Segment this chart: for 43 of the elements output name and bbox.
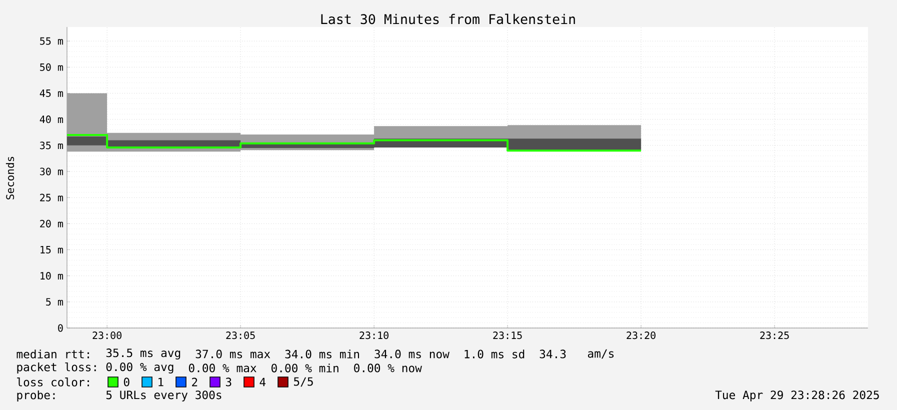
y-tick-label: 50 m (40, 63, 63, 71)
text: packet loss: (17, 362, 96, 374)
y-tick-label: 35 m (40, 142, 63, 150)
text: 37.0 ms max (196, 350, 270, 358)
y-tick-label: 0 (58, 324, 63, 332)
legend-label: 4 (260, 378, 266, 386)
text: median rtt: (16, 350, 89, 358)
x-tick-label: 23:25 (760, 332, 789, 340)
y-tick-label: 25 m (40, 194, 63, 202)
text: 0.00 % now (354, 364, 422, 372)
text: 34.3 (540, 350, 566, 358)
x-tick-label: 23:15 (493, 332, 522, 340)
y-tick-label: 55 m (40, 37, 63, 45)
text: probe: (17, 390, 55, 402)
legend-label: 2 (192, 378, 198, 386)
legend-label: 1 (158, 378, 164, 386)
chart-title: Last 30 Minutes from Falkenstein (321, 14, 575, 24)
text: 34.0 ms now (374, 350, 450, 358)
y-tick-label: 5 m (46, 298, 63, 306)
text: Tue Apr 29 23:28:26 2025 (715, 390, 879, 402)
text: 34.0 ms min (285, 350, 359, 358)
legend-label: 0 (124, 378, 130, 386)
text: 5 URLs every 300s (106, 390, 222, 402)
y-tick-label: 45 m (40, 90, 63, 97)
y-axis-title: Seconds (6, 156, 14, 200)
x-tick-label: 23:10 (360, 332, 388, 340)
y-tick-label: 10 m (40, 272, 63, 280)
text: 0.00 % avg (106, 362, 174, 374)
x-tick-label: 23:05 (226, 332, 255, 340)
x-tick-label: 23:00 (92, 332, 122, 340)
text: 0.00 % min (272, 364, 338, 372)
y-tick-label: 15 m (40, 246, 63, 254)
legend-label: 5/5 (294, 377, 313, 387)
y-tick-label: 20 m (40, 220, 63, 228)
text: 35.5 ms avg (106, 348, 180, 360)
text: 1.0 ms sd (464, 350, 524, 358)
y-tick-label: 40 m (40, 116, 63, 124)
x-tick-label: 23:20 (626, 332, 656, 340)
y-tick-label: 30 m (40, 168, 63, 176)
text: 0.00 % max (188, 364, 256, 372)
legend-label: 3 (226, 378, 232, 386)
legend-title: loss color: (17, 378, 89, 386)
text: am/s (588, 349, 614, 359)
